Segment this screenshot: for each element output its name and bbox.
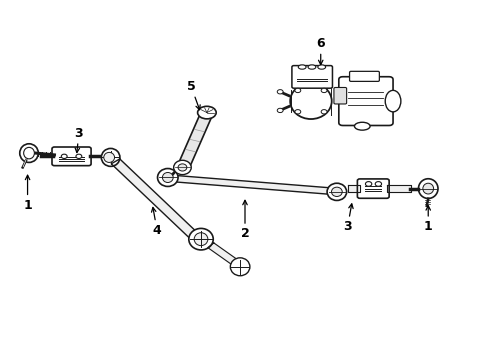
Ellipse shape [418, 179, 438, 198]
Polygon shape [387, 185, 411, 192]
Ellipse shape [197, 106, 216, 119]
Ellipse shape [354, 122, 370, 130]
Ellipse shape [366, 181, 372, 186]
Ellipse shape [308, 65, 316, 69]
FancyBboxPatch shape [349, 71, 379, 81]
Ellipse shape [101, 148, 120, 166]
Ellipse shape [327, 183, 346, 201]
Polygon shape [347, 185, 360, 192]
Text: 5: 5 [187, 80, 200, 110]
Ellipse shape [318, 65, 326, 69]
Ellipse shape [76, 154, 82, 158]
Ellipse shape [162, 172, 173, 183]
Ellipse shape [321, 109, 327, 114]
Ellipse shape [375, 181, 382, 186]
FancyBboxPatch shape [339, 77, 393, 126]
FancyBboxPatch shape [334, 87, 346, 104]
Text: 1: 1 [23, 175, 32, 212]
Ellipse shape [298, 65, 306, 69]
Ellipse shape [173, 160, 191, 175]
Ellipse shape [20, 144, 38, 162]
Polygon shape [178, 114, 212, 167]
Polygon shape [111, 159, 198, 238]
Ellipse shape [104, 152, 115, 162]
FancyBboxPatch shape [52, 147, 91, 166]
Ellipse shape [385, 90, 401, 112]
Polygon shape [208, 243, 241, 267]
Ellipse shape [189, 228, 213, 250]
Ellipse shape [230, 258, 250, 276]
Ellipse shape [277, 90, 283, 94]
FancyBboxPatch shape [292, 66, 332, 88]
Ellipse shape [423, 183, 434, 194]
Ellipse shape [24, 147, 34, 159]
Ellipse shape [295, 88, 301, 93]
Ellipse shape [331, 187, 342, 197]
Ellipse shape [321, 88, 327, 93]
Ellipse shape [277, 108, 283, 113]
Text: 3: 3 [74, 127, 83, 153]
Ellipse shape [295, 109, 301, 114]
Ellipse shape [194, 233, 208, 246]
Text: 1: 1 [424, 206, 433, 233]
Text: 3: 3 [343, 204, 353, 233]
Text: 6: 6 [317, 37, 325, 65]
Ellipse shape [61, 154, 67, 158]
Ellipse shape [158, 168, 178, 186]
Text: 4: 4 [151, 207, 161, 237]
Ellipse shape [178, 164, 187, 171]
Polygon shape [169, 175, 336, 195]
Text: 2: 2 [241, 200, 249, 240]
Ellipse shape [290, 83, 332, 119]
FancyBboxPatch shape [357, 179, 389, 198]
